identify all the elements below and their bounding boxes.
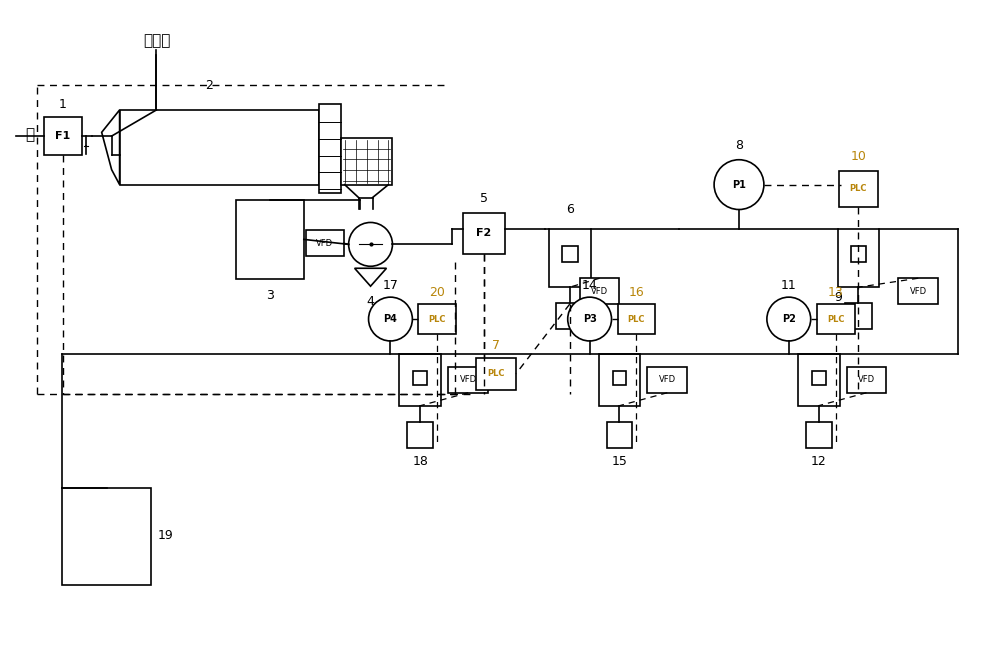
Text: PLC: PLC — [850, 184, 867, 193]
Text: 7: 7 — [492, 339, 500, 353]
Text: 15: 15 — [612, 455, 627, 468]
Bar — [618, 304, 655, 334]
Bar — [306, 230, 344, 256]
Text: P2: P2 — [782, 314, 796, 324]
Text: VFD: VFD — [316, 239, 333, 248]
Bar — [448, 367, 488, 392]
Bar — [812, 371, 826, 384]
Text: 18: 18 — [412, 455, 428, 468]
Bar — [556, 303, 584, 329]
Text: VFD: VFD — [460, 375, 477, 384]
Bar — [847, 367, 886, 392]
Bar — [839, 171, 878, 207]
Bar — [418, 304, 456, 334]
Circle shape — [767, 297, 811, 341]
Text: 5: 5 — [480, 192, 488, 205]
Bar — [562, 246, 578, 262]
Text: 水: 水 — [25, 127, 35, 142]
Bar — [236, 200, 304, 280]
Text: P1: P1 — [732, 180, 746, 190]
Text: 10: 10 — [851, 150, 866, 163]
Bar — [599, 354, 640, 406]
Bar — [898, 278, 938, 304]
Bar — [319, 104, 341, 193]
Text: P3: P3 — [583, 314, 597, 324]
Bar — [613, 371, 626, 384]
Circle shape — [568, 297, 612, 341]
Bar — [476, 358, 516, 390]
Text: VFD: VFD — [858, 375, 875, 384]
Text: VFD: VFD — [591, 287, 608, 295]
Bar — [798, 354, 840, 406]
Text: F1: F1 — [55, 131, 70, 141]
Text: 1: 1 — [59, 98, 67, 112]
Text: PLC: PLC — [429, 315, 446, 323]
Text: 2: 2 — [205, 78, 213, 92]
Text: 9: 9 — [835, 291, 843, 303]
Polygon shape — [102, 110, 120, 185]
Polygon shape — [355, 268, 386, 286]
Text: 12: 12 — [811, 455, 827, 468]
Bar — [120, 110, 319, 185]
Text: 3: 3 — [266, 289, 274, 301]
Bar — [851, 246, 866, 262]
Text: 20: 20 — [429, 286, 445, 299]
Text: 16: 16 — [629, 286, 644, 299]
Bar — [838, 230, 879, 288]
Bar — [806, 422, 832, 448]
Text: 17: 17 — [383, 279, 398, 291]
Text: PLC: PLC — [487, 369, 505, 378]
Bar — [580, 278, 619, 304]
Bar — [647, 367, 687, 392]
Text: PLC: PLC — [827, 315, 844, 323]
Bar — [817, 304, 855, 334]
Bar — [845, 303, 872, 329]
Bar — [44, 117, 82, 155]
Bar — [413, 371, 427, 384]
Text: VFD: VFD — [659, 375, 676, 384]
Text: PLC: PLC — [628, 315, 645, 323]
Text: 干矿粉: 干矿粉 — [143, 33, 170, 48]
Text: 6: 6 — [566, 203, 574, 216]
Bar — [62, 488, 151, 585]
Bar — [549, 230, 591, 288]
Text: P4: P4 — [384, 314, 397, 324]
Bar — [399, 354, 441, 406]
Circle shape — [714, 160, 764, 210]
Bar — [607, 422, 632, 448]
Circle shape — [369, 297, 412, 341]
Text: 14: 14 — [582, 279, 597, 291]
Bar — [463, 212, 505, 254]
Text: 13: 13 — [828, 286, 843, 299]
Circle shape — [349, 222, 392, 266]
Bar — [407, 422, 433, 448]
Bar — [341, 138, 392, 185]
Text: VFD: VFD — [910, 287, 927, 295]
Text: 8: 8 — [735, 139, 743, 152]
Text: 11: 11 — [781, 279, 797, 291]
Text: F2: F2 — [476, 228, 492, 238]
Text: 4: 4 — [367, 295, 374, 307]
Text: 19: 19 — [158, 529, 173, 542]
